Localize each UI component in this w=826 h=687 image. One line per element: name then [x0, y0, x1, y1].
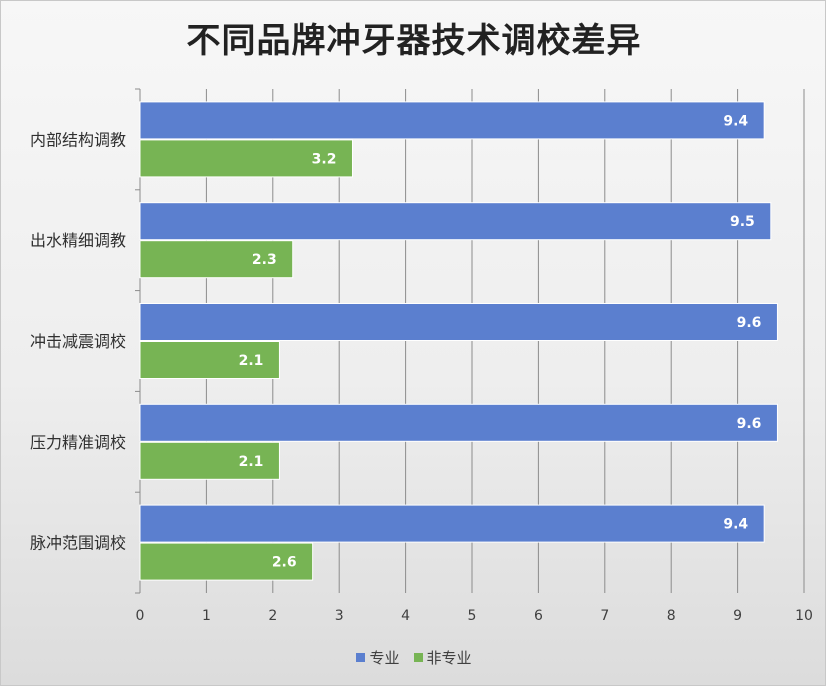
- data-label: 9.4: [723, 113, 748, 129]
- data-label: 2.6: [272, 555, 297, 571]
- x-tick-label: 8: [667, 608, 676, 624]
- bar-professional: [139, 101, 765, 140]
- bar-nonprofessional: [139, 441, 280, 480]
- x-tick-label: 3: [335, 608, 344, 624]
- x-tick-label: 2: [268, 608, 277, 624]
- x-tick-label: 6: [534, 608, 543, 624]
- legend-item-professional: 专业: [356, 647, 400, 668]
- x-tick-label: 9: [733, 608, 742, 624]
- legend: 专业 非专业: [1, 647, 826, 668]
- x-tick-label: 4: [401, 608, 410, 624]
- bar-nonprofessional: [139, 139, 353, 178]
- data-label: 2.1: [239, 454, 264, 470]
- data-label: 2.1: [239, 353, 264, 369]
- bar-nonprofessional: [139, 240, 294, 279]
- bar-professional: [139, 202, 772, 241]
- category-label: 出水精细调教: [30, 231, 126, 250]
- x-tick-label: 1: [202, 608, 211, 624]
- legend-label-professional: 专业: [369, 649, 400, 667]
- chart-title: 不同品牌冲牙器技术调校差异: [186, 21, 642, 61]
- category-label: 压力精准调校: [30, 433, 126, 452]
- data-label: 2.3: [252, 252, 277, 268]
- x-tick-label: 5: [468, 608, 477, 624]
- category-label: 冲击减震调校: [30, 332, 126, 351]
- data-label: 3.2: [312, 151, 337, 167]
- bar-nonprofessional: [139, 341, 280, 379]
- data-label: 9.6: [737, 416, 762, 432]
- legend-swatch-nonprofessional: [413, 653, 423, 662]
- data-label: 9.5: [730, 214, 755, 230]
- bar-professional: [139, 303, 778, 341]
- x-tick-label: 10: [795, 608, 813, 624]
- legend-label-nonprofessional: 非专业: [426, 649, 472, 667]
- category-label: 脉冲范围调校: [30, 534, 126, 553]
- data-label: 9.6: [737, 315, 762, 331]
- data-label: 9.4: [723, 517, 748, 533]
- legend-swatch-professional: [356, 653, 366, 662]
- bar-professional: [139, 504, 765, 543]
- x-tick-label: 0: [136, 608, 145, 624]
- category-label: 内部结构调教: [30, 130, 126, 149]
- bar-professional: [139, 403, 778, 442]
- legend-item-nonprofessional: 非专业: [413, 647, 472, 668]
- bar-nonprofessional: [139, 542, 314, 581]
- x-tick-label: 7: [600, 608, 609, 624]
